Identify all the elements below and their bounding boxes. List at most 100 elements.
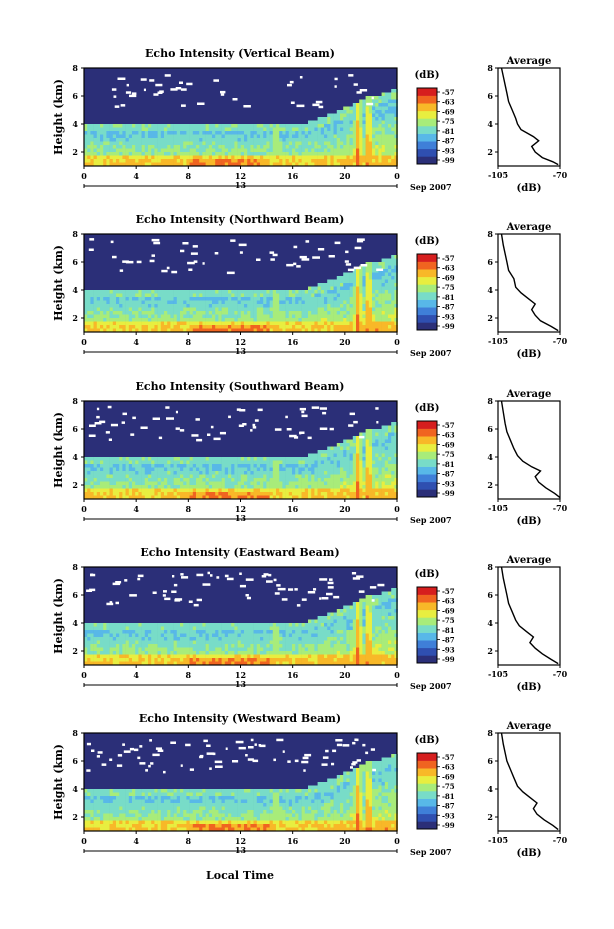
colorbar-tick-label: -99 <box>442 821 455 830</box>
colorbar-swatch <box>417 133 437 142</box>
profile-title: Average <box>506 721 552 732</box>
profile-title: Average <box>506 389 552 400</box>
colorbar-tick-label: -87 <box>442 470 455 479</box>
x-tick-label: 20 <box>339 337 351 347</box>
y-tick-label: 4 <box>72 285 78 295</box>
x-tick-label: 20 <box>339 670 351 680</box>
x-tick-label: 0 <box>394 670 400 680</box>
x-tick-label: 12 <box>235 670 246 680</box>
x-tick-label: 16 <box>287 337 299 347</box>
colorbar-tick-label: -57 <box>442 753 455 762</box>
profile-x-tick-label: -70 <box>553 336 568 346</box>
colorbar-swatch <box>417 813 437 822</box>
colorbar-tick-label: -69 <box>442 606 455 615</box>
y-tick-label: 6 <box>72 257 78 267</box>
profile-y-tick-label: 6 <box>487 257 493 267</box>
y-axis-label: Height (km) <box>52 578 65 654</box>
colorbar-tick-label: -87 <box>442 636 455 645</box>
colorbar-tick-label: -81 <box>442 127 455 136</box>
profile-y-tick-label: 6 <box>487 424 493 434</box>
colorbar-swatch <box>417 88 437 96</box>
x-tick-label: 4 <box>133 171 139 181</box>
profile-y-tick-label: 8 <box>487 562 493 572</box>
no-data-specks <box>88 405 379 442</box>
colorbar-unit: (dB) <box>415 403 440 414</box>
y-tick-label: 6 <box>72 756 78 766</box>
day-label: 13 <box>235 180 247 190</box>
colorbar-tick-label: -99 <box>442 156 455 165</box>
profile-title: Average <box>506 222 552 233</box>
colorbar-frame <box>416 752 438 830</box>
colorbar-swatch <box>417 141 437 150</box>
colorbar-swatch <box>417 481 437 490</box>
colorbar-tick-label: -63 <box>442 264 455 273</box>
profile-y-tick-label: 4 <box>487 119 493 129</box>
x-tick-label: 0 <box>81 670 87 680</box>
x-tick-label: 0 <box>81 836 87 846</box>
profile-frame <box>497 233 561 333</box>
colorbar-swatch <box>417 428 437 437</box>
date-label: Sep 2007 <box>410 681 452 691</box>
colorbar-swatch <box>417 617 437 626</box>
colorbar-swatch <box>417 261 437 270</box>
date-label: Sep 2007 <box>410 847 452 857</box>
colorbar-unit: (dB) <box>415 236 440 247</box>
y-tick-label: 4 <box>72 452 78 462</box>
day-label: 13 <box>235 679 247 689</box>
profile-line <box>500 566 559 665</box>
colorbar-swatch <box>417 602 437 611</box>
profile-x-tick-label: -70 <box>553 503 568 513</box>
colorbar-swatch <box>417 625 437 633</box>
day-label: 13 <box>235 346 247 356</box>
colorbar-unit: (dB) <box>415 735 440 746</box>
profile-x-label: (dB) <box>517 682 542 693</box>
x-tick-label: 16 <box>287 670 299 680</box>
y-tick-label: 2 <box>72 313 78 323</box>
panel-title: Echo Intensity (Westward Beam) <box>139 712 341 725</box>
x-tick-label: 8 <box>186 337 192 347</box>
x-tick-label: 16 <box>287 836 299 846</box>
no-data-specks <box>111 74 374 109</box>
profile-y-tick-label: 2 <box>487 313 493 323</box>
colorbar-swatch <box>417 451 437 460</box>
colorbar-swatch <box>417 110 437 119</box>
y-tick-label: 8 <box>72 63 78 73</box>
colorbar-swatch <box>417 322 437 331</box>
x-tick-label: 8 <box>186 836 192 846</box>
profile-x-label: (dB) <box>517 183 542 194</box>
colorbar-swatch <box>417 314 437 323</box>
colorbar-tick-label: -81 <box>442 626 455 635</box>
colorbar-swatch <box>417 421 437 429</box>
panel-3: Echo Intensity (Eastward Beam) 2 4 6 8 Height… <box>52 546 568 693</box>
colorbar-swatch <box>417 647 437 656</box>
colorbar-tick-label: -69 <box>442 772 455 781</box>
colorbar-swatch <box>417 632 437 641</box>
panel-0: Echo Intensity (Vertical Beam) 2 4 6 8 Height… <box>52 47 568 194</box>
profile-x-tick-label: -105 <box>488 503 508 513</box>
profile-line <box>500 67 559 166</box>
y-axis-label: Height (km) <box>52 744 65 820</box>
profile-y-tick-label: 2 <box>487 646 493 656</box>
colorbar-swatch <box>417 640 437 649</box>
colorbar-tick-label: -57 <box>442 254 455 263</box>
panel-4: Echo Intensity (Westward Beam) 2 4 6 8 Height… <box>52 712 568 859</box>
colorbar-tick-label: -93 <box>442 312 455 321</box>
colorbar-tick-label: -81 <box>442 293 455 302</box>
y-tick-label: 8 <box>72 396 78 406</box>
colorbar-tick-label: -93 <box>442 146 455 155</box>
profile-y-tick-label: 2 <box>487 812 493 822</box>
colorbar-tick-label: -99 <box>442 322 455 331</box>
x-tick-label: 12 <box>235 836 246 846</box>
colorbar-tick-label: -75 <box>442 283 455 292</box>
colorbar-swatch <box>417 269 437 278</box>
heatmap-cells <box>84 255 398 333</box>
colorbar-swatch <box>417 156 437 165</box>
colorbar-swatch <box>417 459 437 467</box>
colorbar-swatch <box>417 798 437 807</box>
colorbar-tick-label: -75 <box>442 450 455 459</box>
colorbar-tick-label: -99 <box>442 489 455 498</box>
profile-frame <box>497 732 561 832</box>
colorbar-tick-label: -69 <box>442 107 455 116</box>
x-tick-label: 12 <box>235 337 246 347</box>
colorbar-swatch <box>417 775 437 784</box>
